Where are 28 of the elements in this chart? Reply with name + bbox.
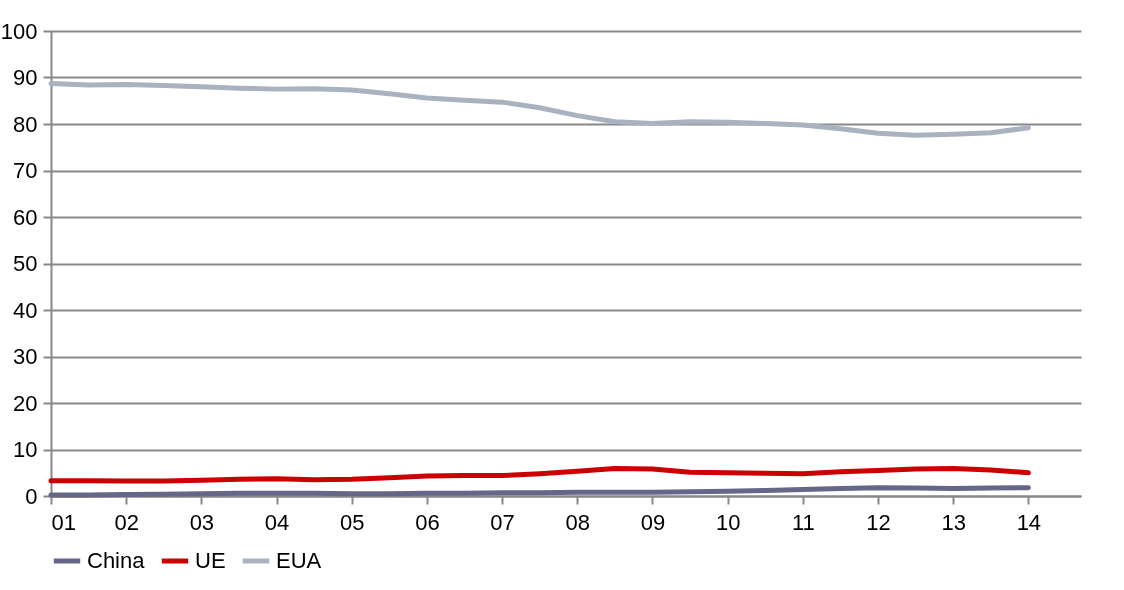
x-tick-label: 02 (114, 509, 139, 535)
y-tick-label: 60 (13, 204, 38, 230)
y-tick-label: 30 (13, 344, 38, 369)
y-tick-label: 90 (13, 65, 38, 90)
x-tick-label: 05 (339, 509, 365, 535)
x-tick-label: 13 (941, 509, 966, 535)
x-tick-label: 04 (264, 509, 290, 535)
x-tick-label: 03 (189, 509, 215, 535)
y-tick-label: 10 (13, 437, 38, 462)
x-tick-label: 07 (490, 509, 515, 535)
y-tick-label: 40 (13, 297, 38, 323)
x-tick-label: 10 (715, 509, 741, 535)
x-tick-label: 08 (565, 509, 591, 535)
x-tick-label: 09 (640, 509, 666, 535)
x-tick-label: 11 (791, 509, 815, 535)
x-tick-label: 01 (51, 509, 76, 535)
legend-label: China (87, 548, 146, 573)
y-tick-label: 20 (13, 390, 38, 416)
legend-label: EUA (276, 548, 322, 573)
y-tick-label: 70 (13, 158, 38, 183)
legend-label: UE (195, 548, 226, 573)
x-tick-label: 14 (1016, 509, 1042, 535)
y-tick-label: 50 (13, 251, 38, 276)
y-tick-label: 0 (25, 483, 38, 509)
y-tick-label: 100 (0, 18, 38, 44)
x-tick-label: 06 (415, 509, 440, 535)
x-tick-label: 12 (866, 509, 891, 535)
y-tick-label: 80 (13, 111, 38, 137)
